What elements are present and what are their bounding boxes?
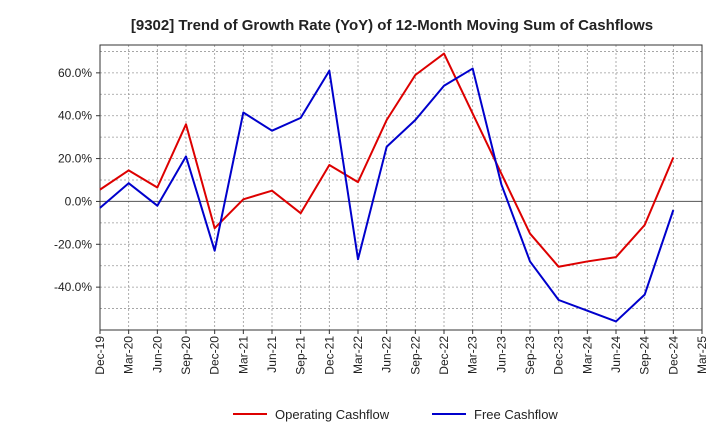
x-tick-label: Mar-25 (695, 336, 709, 374)
x-tick-label: Jun-23 (494, 336, 508, 373)
y-tick-label: 0.0% (65, 194, 93, 208)
x-tick-label: Sep-24 (638, 336, 652, 375)
chart-title: [9302] Trend of Growth Rate (YoY) of 12-… (131, 17, 653, 34)
x-tick-label: Dec-24 (666, 336, 680, 375)
x-tick-label: Dec-19 (93, 336, 107, 375)
x-tick-label: Dec-23 (552, 336, 566, 375)
plot-frame (99, 44, 703, 331)
x-tick-label: Mar-22 (351, 336, 365, 374)
x-tick-label: Mar-24 (580, 336, 594, 374)
x-tick-label: Mar-23 (466, 336, 480, 374)
x-tick-label: Mar-21 (236, 336, 250, 374)
legend: Operating Cashflow Free Cashflow (233, 407, 558, 422)
series-lines (99, 52, 675, 323)
legend-label: Free Cashflow (474, 407, 558, 422)
y-tick-label: 20.0% (58, 152, 92, 166)
x-tick-label: Jun-21 (265, 336, 279, 373)
grid (99, 45, 703, 331)
x-tick-label: Jun-22 (380, 336, 394, 373)
x-tick-label: Jun-24 (609, 336, 623, 373)
x-tick-label: Sep-20 (179, 336, 193, 375)
x-tick-label: Sep-23 (523, 336, 537, 375)
x-tick-label: Dec-22 (437, 336, 451, 375)
x-tick-label: Sep-22 (408, 336, 422, 375)
legend-label: Operating Cashflow (275, 407, 390, 422)
x-tick-label: Jun-20 (150, 336, 164, 373)
x-tick-label: Sep-21 (294, 336, 308, 375)
y-tick-label: -20.0% (54, 237, 92, 251)
plot-area (100, 45, 702, 330)
x-tick-label: Dec-21 (322, 336, 336, 375)
y-tick-label: 40.0% (58, 109, 92, 123)
axes: -40.0% -20.0% 0.0% 20.0% 40.0% 60.0% Dec-19 Mar… (54, 44, 709, 375)
series-line (99, 52, 675, 268)
y-tick-label: -40.0% (54, 280, 92, 294)
y-tick-label: 60.0% (58, 66, 92, 80)
series-line (99, 67, 675, 323)
x-tick-label: Dec-20 (208, 336, 222, 375)
x-tick-label: Mar-20 (122, 336, 136, 374)
